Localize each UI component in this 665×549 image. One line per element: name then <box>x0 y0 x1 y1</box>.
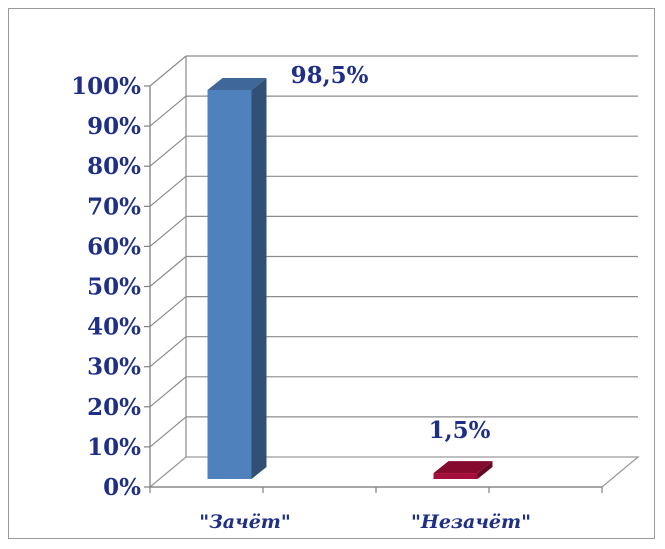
y-tick-label: 10% <box>87 434 141 461</box>
gridline-side <box>149 55 187 87</box>
y-tick-label: 90% <box>87 113 141 140</box>
gridline-side <box>149 416 187 448</box>
y-tick-label: 20% <box>87 394 141 421</box>
gridline-side <box>149 336 187 368</box>
bar-front <box>207 89 252 480</box>
category-label: "Зачёт" <box>199 511 291 533</box>
gridline-side <box>149 376 187 408</box>
data-label: 1,5% <box>429 417 491 444</box>
y-tick-label: 80% <box>87 153 141 180</box>
bar-front <box>433 473 478 479</box>
y-tick-label: 40% <box>87 314 141 341</box>
y-tick-label: 50% <box>87 274 141 301</box>
bar-side <box>477 461 493 479</box>
bar-2 <box>433 461 493 479</box>
y-tick-label: 0% <box>103 474 141 501</box>
bar-top <box>433 461 493 474</box>
gridline-side <box>149 95 187 127</box>
bar-top <box>207 77 267 90</box>
data-label: 98,5% <box>291 62 369 89</box>
y-tick-label: 60% <box>87 233 141 260</box>
gridline-side <box>149 296 187 328</box>
y-tick-label: 30% <box>87 354 141 381</box>
bar-1 <box>207 77 267 480</box>
category-label: "Незачёт" <box>411 511 531 533</box>
y-tick-label: 100% <box>71 73 141 100</box>
bar-side <box>251 77 267 480</box>
gridline-side <box>149 175 187 207</box>
gridline-side <box>149 215 187 247</box>
y-tick-label: 70% <box>87 193 141 220</box>
gridline-side <box>149 256 187 287</box>
gridline-side <box>149 135 187 167</box>
